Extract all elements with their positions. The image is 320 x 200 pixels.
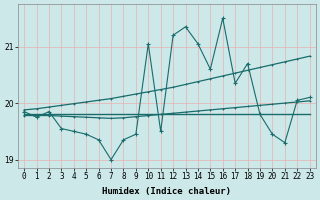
X-axis label: Humidex (Indice chaleur): Humidex (Indice chaleur) [102, 187, 231, 196]
